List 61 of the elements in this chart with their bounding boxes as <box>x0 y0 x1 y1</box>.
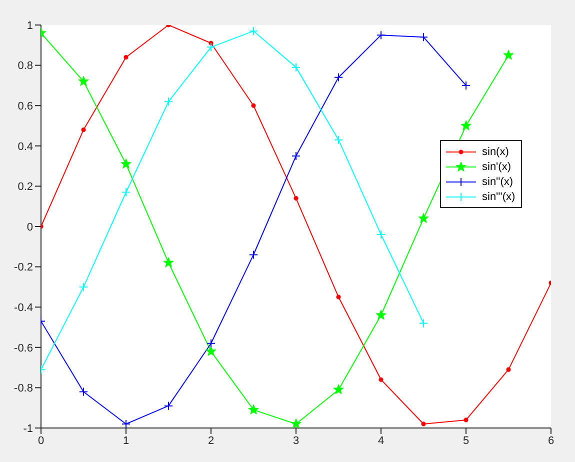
y-tick-label: 0.6 <box>18 100 33 113</box>
point <box>249 250 258 260</box>
point <box>206 346 216 356</box>
x-tick-label: 1 <box>122 434 130 447</box>
y-tick-label: -0.4 <box>14 302 33 314</box>
point <box>163 257 174 268</box>
point <box>419 32 428 42</box>
point <box>378 377 384 382</box>
x-tick-label: 3 <box>292 434 300 447</box>
point <box>249 26 258 36</box>
point <box>292 151 300 160</box>
point <box>333 384 344 394</box>
y-tick-label: -0.2 <box>14 262 33 274</box>
point <box>120 158 132 168</box>
y-tick-label: 0.8 <box>18 60 33 72</box>
point <box>460 120 472 130</box>
point <box>164 401 173 410</box>
y-tick-label: 0.2 <box>18 181 33 194</box>
point <box>506 367 511 372</box>
legend-label: sin(x) <box>482 146 509 158</box>
point <box>78 76 89 86</box>
x-tick-label: 4 <box>378 434 384 447</box>
point <box>462 80 470 90</box>
point <box>124 54 128 60</box>
point <box>421 422 426 426</box>
point <box>164 97 173 106</box>
point <box>206 42 216 52</box>
point <box>419 318 428 328</box>
point <box>376 310 386 320</box>
point <box>206 338 216 348</box>
y-tick-label: 0.4 <box>18 140 33 153</box>
point <box>122 419 130 428</box>
legend-label: sin''(x) <box>482 176 514 188</box>
y-tick-label: 0 <box>26 221 33 234</box>
legend-label: sin'(x) <box>482 160 511 172</box>
point <box>79 282 88 292</box>
x-tick-label: 0 <box>38 434 44 447</box>
point <box>290 418 302 428</box>
point <box>376 230 386 240</box>
point <box>251 103 256 108</box>
point <box>503 50 514 60</box>
y-tick-label: -0.8 <box>14 382 33 395</box>
point <box>418 213 429 223</box>
y-tick-label: 1 <box>26 20 33 32</box>
point <box>376 30 386 40</box>
x-tick-label: 5 <box>462 434 470 447</box>
point <box>334 135 343 144</box>
point <box>79 387 88 396</box>
point <box>122 188 130 197</box>
y-tick-label: -1 <box>23 422 33 435</box>
x-tick-label: 6 <box>548 434 554 447</box>
legend-label: sin'''(x) <box>482 190 516 202</box>
point <box>292 62 300 72</box>
x-tick-label: 2 <box>208 434 214 447</box>
point <box>336 294 341 300</box>
point <box>248 404 259 414</box>
point <box>294 196 298 201</box>
y-tick-label: -0.6 <box>14 342 33 354</box>
point <box>464 418 468 422</box>
point <box>334 72 343 82</box>
point <box>81 127 86 132</box>
